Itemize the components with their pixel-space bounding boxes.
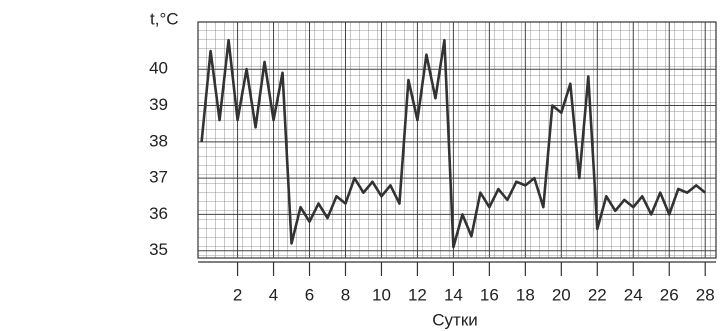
plot-area — [197, 21, 717, 259]
x-tick-label: 4 — [269, 285, 278, 304]
y-axis-label: t,°C — [150, 9, 179, 28]
temperature-line — [200, 38, 707, 249]
x-tick-label: 22 — [588, 285, 607, 304]
x-tick-label: 8 — [341, 285, 350, 304]
x-tick-label: 14 — [444, 285, 463, 304]
y-tick-label: 37 — [149, 168, 168, 187]
x-tick-label: 16 — [480, 285, 499, 304]
x-tick-label: 12 — [408, 285, 427, 304]
x-tick-label: 24 — [624, 285, 643, 304]
y-tick-label: 39 — [149, 95, 168, 114]
x-tick-label: 26 — [660, 285, 679, 304]
y-tick-label: 35 — [149, 240, 168, 259]
y-tick-label: 40 — [149, 59, 168, 78]
x-axis-label: Сутки — [432, 310, 478, 329]
x-tick-label: 18 — [516, 285, 535, 304]
x-tick-label: 10 — [372, 285, 391, 304]
y-tick-label: 36 — [149, 204, 168, 223]
x-tick-label: 2 — [233, 285, 242, 304]
x-tick-label: 28 — [696, 285, 715, 304]
x-tick-label: 6 — [305, 285, 314, 304]
y-tick-label: 38 — [149, 131, 168, 150]
x-tick-label: 20 — [552, 285, 571, 304]
